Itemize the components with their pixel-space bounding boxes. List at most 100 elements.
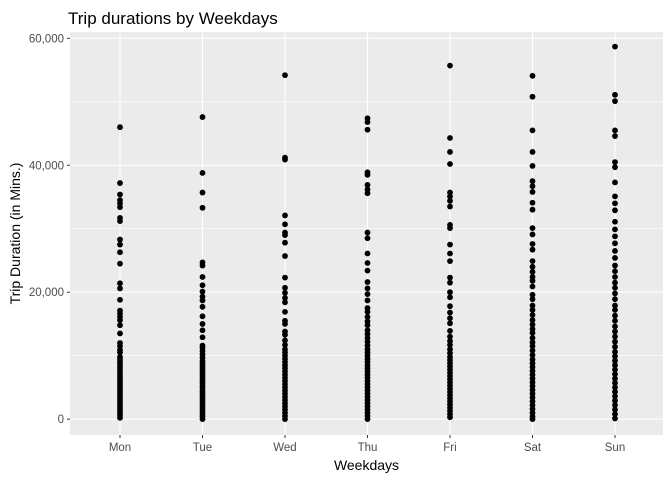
data-point <box>612 207 618 214</box>
data-point <box>612 384 618 391</box>
y-tick-label: 20,000 <box>29 287 64 299</box>
data-points <box>117 43 618 423</box>
data-point <box>364 190 371 197</box>
data-point <box>612 397 618 404</box>
data-point <box>612 393 618 400</box>
data-point <box>364 182 371 188</box>
data-point <box>447 193 453 200</box>
data-point <box>282 295 288 301</box>
data-point <box>117 285 123 292</box>
data-point <box>447 250 453 257</box>
data-point <box>529 312 536 318</box>
data-point <box>612 302 618 309</box>
data-point <box>529 416 536 423</box>
data-point <box>364 126 371 133</box>
data-point <box>612 233 618 240</box>
data-point <box>364 250 371 257</box>
data-point <box>364 171 371 178</box>
y-tick-label: 60,000 <box>29 33 64 45</box>
data-point <box>447 414 453 421</box>
data-point <box>117 249 123 256</box>
x-tick-label: Sun <box>605 442 625 454</box>
data-point <box>447 197 453 204</box>
data-point <box>199 189 206 196</box>
data-point <box>364 291 371 298</box>
data-point <box>612 248 618 254</box>
data-point <box>117 414 123 421</box>
data-point <box>612 353 618 360</box>
data-point <box>199 321 206 327</box>
data-point <box>117 317 123 324</box>
x-tick-label: Thu <box>358 442 378 454</box>
data-point <box>612 218 618 225</box>
data-point <box>364 416 371 423</box>
data-point <box>612 406 618 413</box>
data-point <box>612 333 618 340</box>
data-point <box>364 314 371 320</box>
data-point <box>199 262 206 269</box>
data-point <box>199 313 206 320</box>
data-point <box>612 127 618 134</box>
data-point <box>447 328 453 334</box>
data-point <box>612 43 618 50</box>
data-point <box>282 284 288 291</box>
data-point <box>447 294 453 301</box>
data-point <box>529 307 536 313</box>
data-point <box>282 156 288 163</box>
data-point <box>282 232 288 238</box>
data-point <box>117 124 123 131</box>
data-point <box>117 241 123 248</box>
data-point <box>117 349 123 356</box>
data-point <box>529 268 536 275</box>
data-point <box>612 307 618 313</box>
data-point <box>529 199 536 206</box>
data-point <box>529 296 536 303</box>
data-point <box>364 119 371 126</box>
data-point <box>117 204 123 211</box>
data-point <box>612 366 618 373</box>
data-point <box>529 206 536 213</box>
data-point <box>199 282 206 289</box>
data-point <box>612 375 618 382</box>
data-point <box>447 289 453 296</box>
data-point <box>612 328 618 335</box>
data-point <box>117 191 123 198</box>
data-point <box>529 321 536 328</box>
data-point <box>199 297 206 304</box>
data-point <box>529 347 536 354</box>
data-point <box>117 330 123 337</box>
data-point <box>447 241 453 248</box>
data-point <box>529 72 536 79</box>
data-point <box>282 239 288 246</box>
x-tick-label: Tue <box>193 442 212 454</box>
data-point <box>447 161 453 167</box>
data-point <box>529 277 536 284</box>
data-point <box>117 180 123 186</box>
data-point <box>529 263 536 270</box>
data-point <box>117 296 123 303</box>
data-point <box>447 309 453 316</box>
data-point <box>364 308 371 315</box>
data-point <box>447 341 453 348</box>
data-point <box>447 274 453 281</box>
data-point <box>282 212 288 219</box>
x-axis-ticks: Mon Tue Wed Thu Fri Sat Sun <box>109 435 625 454</box>
data-point <box>612 338 618 345</box>
x-tick-label: Mon <box>109 442 131 454</box>
data-point <box>612 159 618 166</box>
data-point <box>529 183 536 190</box>
data-point <box>612 179 618 186</box>
x-tick-label: Fri <box>443 442 456 454</box>
data-point <box>364 260 371 266</box>
data-point <box>282 341 288 348</box>
data-point <box>282 321 288 327</box>
data-point <box>612 290 618 297</box>
data-point <box>529 352 536 358</box>
data-point <box>447 149 453 155</box>
data-point <box>612 262 618 269</box>
data-point <box>199 334 206 341</box>
data-point <box>364 235 371 242</box>
data-point <box>282 299 288 306</box>
data-point <box>529 291 536 298</box>
data-point <box>612 296 618 303</box>
